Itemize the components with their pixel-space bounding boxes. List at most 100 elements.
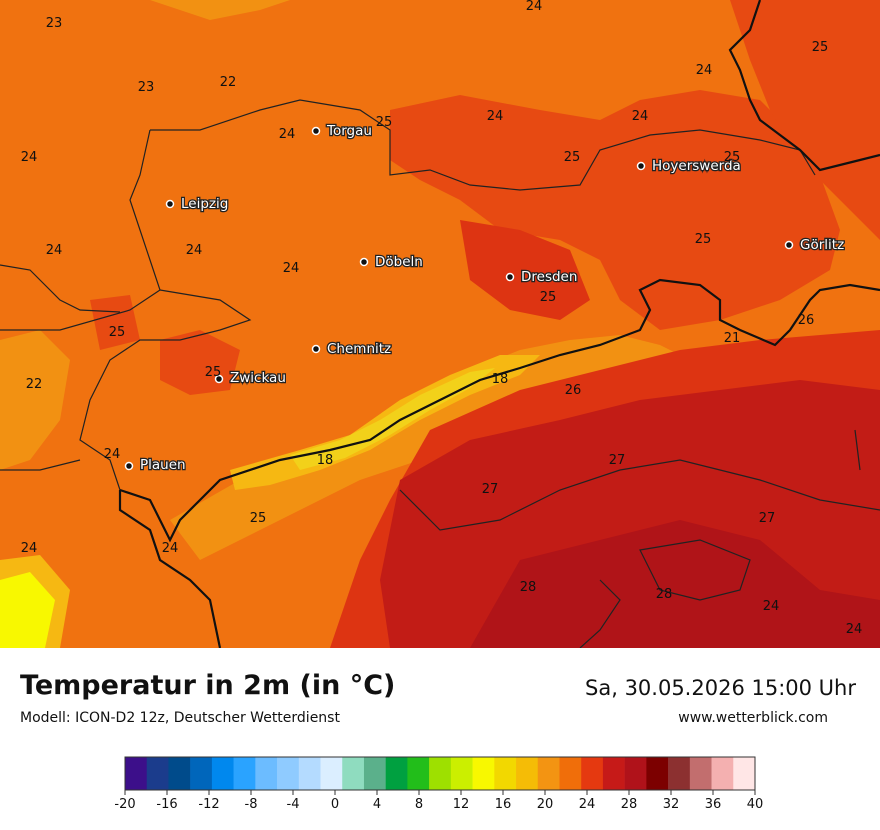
temp-label: 23 bbox=[138, 80, 155, 95]
temp-label: 24 bbox=[279, 127, 296, 142]
city-label-leipzig: Leipzig bbox=[181, 196, 228, 212]
temp-label: 24 bbox=[487, 109, 504, 124]
legend-swatch bbox=[537, 757, 560, 790]
city-label-chemnitz: Chemnitz bbox=[327, 341, 391, 357]
temp-label: 28 bbox=[520, 580, 537, 595]
city-zwickau: Zwickau bbox=[214, 369, 287, 387]
legend-tick-label: 12 bbox=[453, 797, 470, 812]
legend-tick-label: 40 bbox=[747, 797, 764, 812]
legend-tick-label: -12 bbox=[198, 797, 219, 812]
temperature-labels: 24 23 25 23 22 24 24 24 25 24 25 25 24 2… bbox=[21, 0, 863, 637]
temp-label: 25 bbox=[695, 232, 712, 247]
legend-swatch bbox=[494, 757, 517, 790]
temp-label: 18 bbox=[492, 372, 509, 387]
temp-label: 26 bbox=[798, 313, 815, 328]
legend-tick-label: 24 bbox=[579, 797, 596, 812]
legend-swatch bbox=[168, 757, 191, 790]
temperature-map: Torgau Hoyerswerda Leipzig Görlitz Döbel… bbox=[0, 0, 880, 648]
legend-swatch bbox=[581, 757, 604, 790]
city-label-dresden: Dresden bbox=[521, 269, 577, 285]
temp-label: 24 bbox=[763, 599, 780, 614]
legend-swatch bbox=[472, 757, 495, 790]
website-link[interactable]: www.wetterblick.com bbox=[678, 710, 828, 726]
legend-swatch bbox=[298, 757, 321, 790]
legend-swatch bbox=[190, 757, 213, 790]
legend-tick-label: 0 bbox=[331, 797, 339, 812]
legend-swatch bbox=[559, 757, 582, 790]
temp-label: 22 bbox=[220, 75, 237, 90]
legend-tick-label: 16 bbox=[495, 797, 512, 812]
temp-label: 25 bbox=[564, 150, 581, 165]
legend-tick-label: 28 bbox=[621, 797, 638, 812]
temp-label: 24 bbox=[186, 243, 203, 258]
legend-tick-label: 32 bbox=[663, 797, 680, 812]
legend-swatch bbox=[320, 757, 343, 790]
legend-swatch bbox=[146, 757, 169, 790]
legend-swatch bbox=[450, 757, 473, 790]
map-title: Temperatur in 2m (in °C) bbox=[20, 670, 396, 701]
temp-label: 25 bbox=[376, 115, 393, 130]
city-chemnitz: Chemnitz bbox=[311, 340, 392, 358]
temp-label: 22 bbox=[26, 377, 43, 392]
temp-label: 24 bbox=[632, 109, 649, 124]
legend-swatch bbox=[407, 757, 430, 790]
legend-tick-label: 8 bbox=[415, 797, 423, 812]
city-label-hoyerswerda: Hoyerswerda bbox=[652, 158, 741, 174]
legend-tick-label: -20 bbox=[114, 797, 135, 812]
temp-label: 24 bbox=[104, 447, 121, 462]
temp-label: 24 bbox=[21, 150, 38, 165]
country-border bbox=[118, 0, 880, 648]
legend-swatch bbox=[689, 757, 712, 790]
temp-label: 25 bbox=[812, 40, 829, 55]
legend-tick-label: -16 bbox=[156, 797, 177, 812]
city-dresden: Dresden bbox=[505, 268, 579, 286]
model-source: Modell: ICON-D2 12z, Deutscher Wetterdie… bbox=[20, 710, 340, 726]
legend-swatch bbox=[363, 757, 386, 790]
temperature-field-25-north bbox=[390, 90, 840, 330]
legend-tick-label: -8 bbox=[245, 797, 258, 812]
temp-label: 18 bbox=[317, 453, 334, 468]
temperature-field-25-dresden bbox=[460, 220, 590, 320]
temperature-field-18-core bbox=[290, 368, 495, 470]
legend-swatch bbox=[125, 757, 148, 790]
temp-label: 23 bbox=[46, 16, 63, 31]
legend-swatch bbox=[733, 757, 756, 790]
temp-label: 24 bbox=[46, 243, 63, 258]
legend-swatch bbox=[211, 757, 234, 790]
temp-label: 27 bbox=[759, 511, 776, 526]
legend-swatch bbox=[255, 757, 278, 790]
temp-label: 24 bbox=[526, 0, 543, 14]
legend-swatch bbox=[385, 757, 408, 790]
legend-swatch bbox=[233, 757, 256, 790]
legend-tick-label: -4 bbox=[287, 797, 300, 812]
temp-label: 25 bbox=[205, 365, 222, 380]
temperature-field-25-west bbox=[90, 295, 140, 350]
temperature-field-22 bbox=[0, 0, 290, 470]
city-hoyerswerda: Hoyerswerda bbox=[636, 157, 742, 175]
legend-frame bbox=[124, 756, 756, 791]
city-plauen: Plauen bbox=[124, 456, 187, 474]
city-label-goerlitz: Görlitz bbox=[800, 237, 844, 253]
temp-label: 28 bbox=[656, 587, 673, 602]
temp-label: 27 bbox=[609, 453, 626, 468]
legend-swatch bbox=[624, 757, 647, 790]
city-label-plauen: Plauen bbox=[140, 457, 186, 473]
temp-label: 26 bbox=[565, 383, 582, 398]
temp-label: 21 bbox=[724, 331, 741, 346]
city-label-zwickau: Zwickau bbox=[230, 370, 286, 386]
temp-label: 27 bbox=[482, 482, 499, 497]
legend-tick-label: 20 bbox=[537, 797, 554, 812]
legend-swatch bbox=[342, 757, 365, 790]
legend-swatches bbox=[124, 756, 756, 791]
temp-label: 25 bbox=[724, 150, 741, 165]
legend-swatch bbox=[711, 757, 734, 790]
city-leipzig: Leipzig bbox=[165, 195, 230, 213]
legend-tick-label: 36 bbox=[705, 797, 722, 812]
temperature-field-sw-yellow bbox=[0, 572, 55, 648]
legend-swatch bbox=[429, 757, 452, 790]
city-label-doebeln: Döbeln bbox=[375, 254, 423, 270]
temp-label: 24 bbox=[846, 622, 863, 637]
temp-label: 24 bbox=[696, 63, 713, 78]
temp-label: 24 bbox=[283, 261, 300, 276]
legend-swatch bbox=[516, 757, 539, 790]
